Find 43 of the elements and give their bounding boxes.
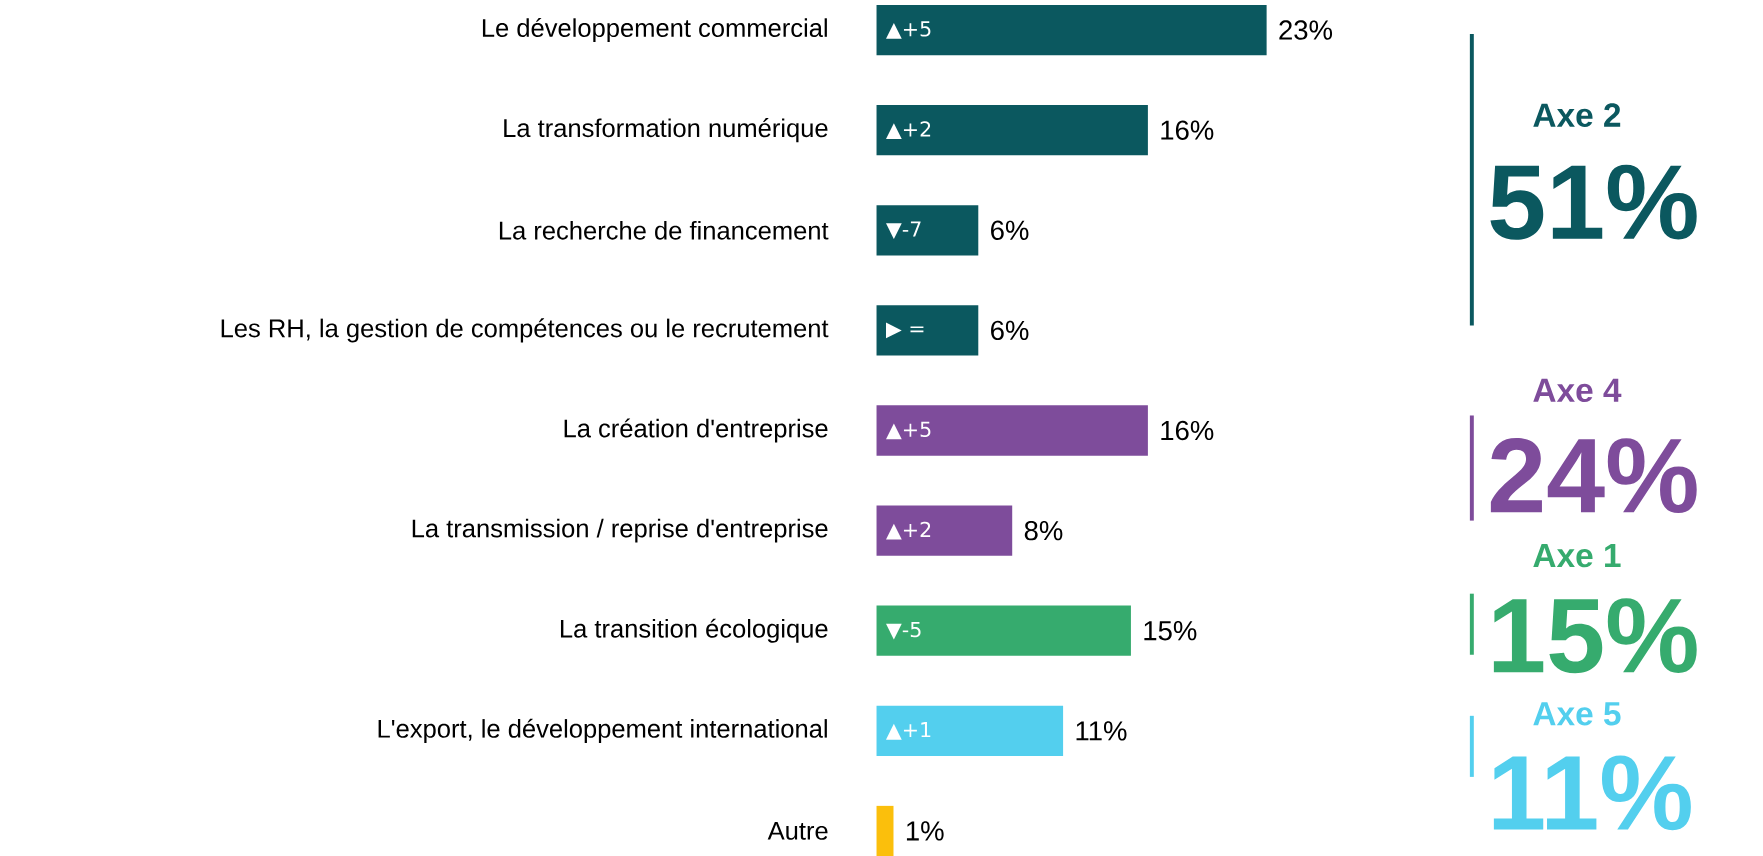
y-tick-label: Le développement commercial (482, 17, 827, 43)
annotation: ▲+1 (885, 722, 931, 740)
data-label: 1% (906, 821, 944, 841)
y-tick-label: La transformation numérique (504, 118, 828, 143)
text: 24% (1490, 438, 1697, 513)
bar (876, 505, 1013, 556)
data-label: 23% (1279, 20, 1333, 40)
y-tick-label: La transition écologique (560, 618, 828, 643)
annotation: ▲+2 (885, 521, 931, 540)
text: 51% (1490, 164, 1697, 240)
annotation: ▲+2 (885, 121, 931, 140)
annotation: ▲+5 (885, 421, 931, 440)
data-label: 6% (991, 220, 1029, 240)
text: Axe 1 (1533, 543, 1621, 568)
bar (876, 205, 979, 256)
bar (876, 605, 1131, 656)
text: 11% (1493, 755, 1691, 831)
y-tick-label: Les RH, la gestion de compétences ou le recrutement (221, 318, 829, 343)
data-label: 6% (991, 320, 1029, 341)
bar (876, 305, 979, 356)
y-tick-label: Autre (767, 821, 828, 840)
data-label: 16% (1161, 120, 1214, 140)
y-tick-label: L'export, le développement international (378, 718, 827, 743)
annotation: ▼-5 (885, 621, 921, 640)
bar (876, 104, 1148, 156)
data-label: 11% (1076, 721, 1127, 741)
data-label: 15% (1144, 621, 1197, 641)
annotation: ▲+5 (885, 21, 931, 39)
text: Axe 4 (1533, 378, 1622, 403)
y-tick-label: La création d'entreprise (564, 418, 828, 443)
bar (876, 705, 1064, 756)
bar (876, 805, 894, 856)
y-tick-label: La recherche de financement (499, 220, 829, 240)
y-tick-label: La transmission / reprise d'entreprise (412, 518, 828, 543)
annotation: ▶ = (885, 322, 924, 339)
annotation: ▼-7 (885, 221, 921, 240)
text: Axe 2 (1533, 103, 1621, 127)
bar (876, 405, 1148, 456)
text: 15% (1493, 598, 1697, 674)
text: Axe 5 (1533, 702, 1621, 726)
data-label: 16% (1161, 420, 1214, 441)
bar (876, 4, 1267, 56)
data-label: 8% (1024, 520, 1063, 541)
